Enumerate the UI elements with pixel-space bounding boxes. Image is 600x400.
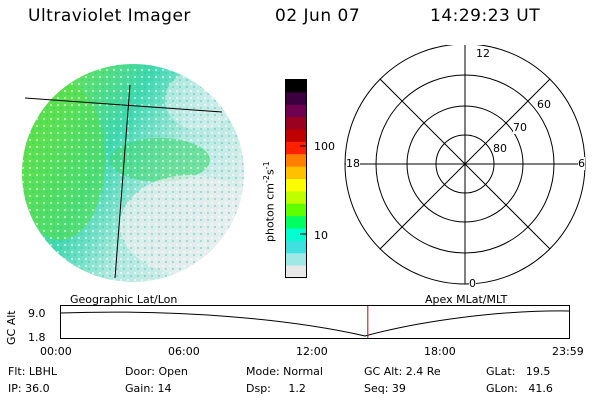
- orbit-y-bottom: 1.8: [28, 331, 46, 344]
- gain-value: Gain: 14: [125, 382, 172, 395]
- colorbar-cell: [286, 253, 306, 267]
- x-tick-0000: 00:00: [40, 345, 72, 358]
- time-label: 14:29:23 UT: [430, 6, 541, 26]
- gc-alt-value: GC Alt: 2.4 Re: [364, 365, 441, 378]
- geo-latitude-line: [24, 97, 223, 113]
- colorbar-cell: [286, 117, 306, 130]
- colorbar-cell: [286, 191, 306, 205]
- glon-value: GLon: 41.6: [486, 382, 553, 395]
- x-tick-2359: 23:59: [552, 345, 584, 358]
- door-value: Door: Open: [125, 365, 188, 378]
- mlt-label-0: 0: [469, 277, 476, 290]
- geographic-label: Geographic Lat/Lon: [70, 293, 178, 306]
- colorbar-cell: [286, 104, 306, 118]
- x-tick-1800: 18:00: [424, 345, 456, 358]
- geo-longitude-line: [114, 84, 131, 279]
- dsp-value: Dsp: 1.2: [246, 382, 306, 395]
- colorbar-cell: [286, 240, 306, 254]
- colorbar-cell: [286, 203, 306, 217]
- colorbar-cell: [286, 265, 306, 279]
- glat-value: GLat: 19.5: [486, 365, 551, 378]
- polar-grid: [344, 45, 586, 285]
- x-tick-1200: 12:00: [296, 345, 328, 358]
- colorbar-cell: [286, 179, 306, 192]
- orbit-y-top: 9.0: [28, 307, 46, 320]
- colorbar-cell: [286, 228, 306, 242]
- instrument-title: Ultraviolet Imager: [28, 6, 191, 26]
- x-tick-0600: 06:00: [168, 345, 200, 358]
- lat-label-80: 80: [493, 142, 507, 155]
- image-disk: [22, 64, 244, 282]
- colorbar-cell: [286, 216, 306, 229]
- colorbar-cell: [286, 154, 306, 168]
- auroral-image: [22, 64, 244, 282]
- mlt-label-18: 18: [346, 157, 360, 170]
- colorbar-tick-100: 100: [314, 140, 335, 153]
- colorbar-cell: [286, 92, 306, 106]
- filter-value: Flt: LBHL: [8, 365, 57, 378]
- apex-label: Apex MLat/MLT: [425, 293, 508, 306]
- colorbar-tick-10: 10: [314, 229, 328, 242]
- lat-label-60: 60: [537, 98, 551, 111]
- orbit-altitude-curve: [60, 310, 570, 337]
- colorbar-cell: [286, 141, 306, 155]
- date-label: 02 Jun 07: [275, 6, 361, 26]
- lat-label-70: 70: [513, 121, 527, 134]
- mlt-label-6: 6: [578, 157, 585, 170]
- colorbar-cell: [286, 129, 306, 143]
- seq-value: Seq: 39: [364, 382, 406, 395]
- mlt-label-12: 12: [476, 47, 490, 60]
- ip-value: IP: 36.0: [8, 382, 50, 395]
- colorbar-cell: [286, 166, 306, 180]
- colorbar: [285, 79, 307, 279]
- orbit-plot: [60, 305, 570, 339]
- colorbar-cell: [286, 80, 306, 93]
- mode-value: Mode: Normal: [246, 365, 323, 378]
